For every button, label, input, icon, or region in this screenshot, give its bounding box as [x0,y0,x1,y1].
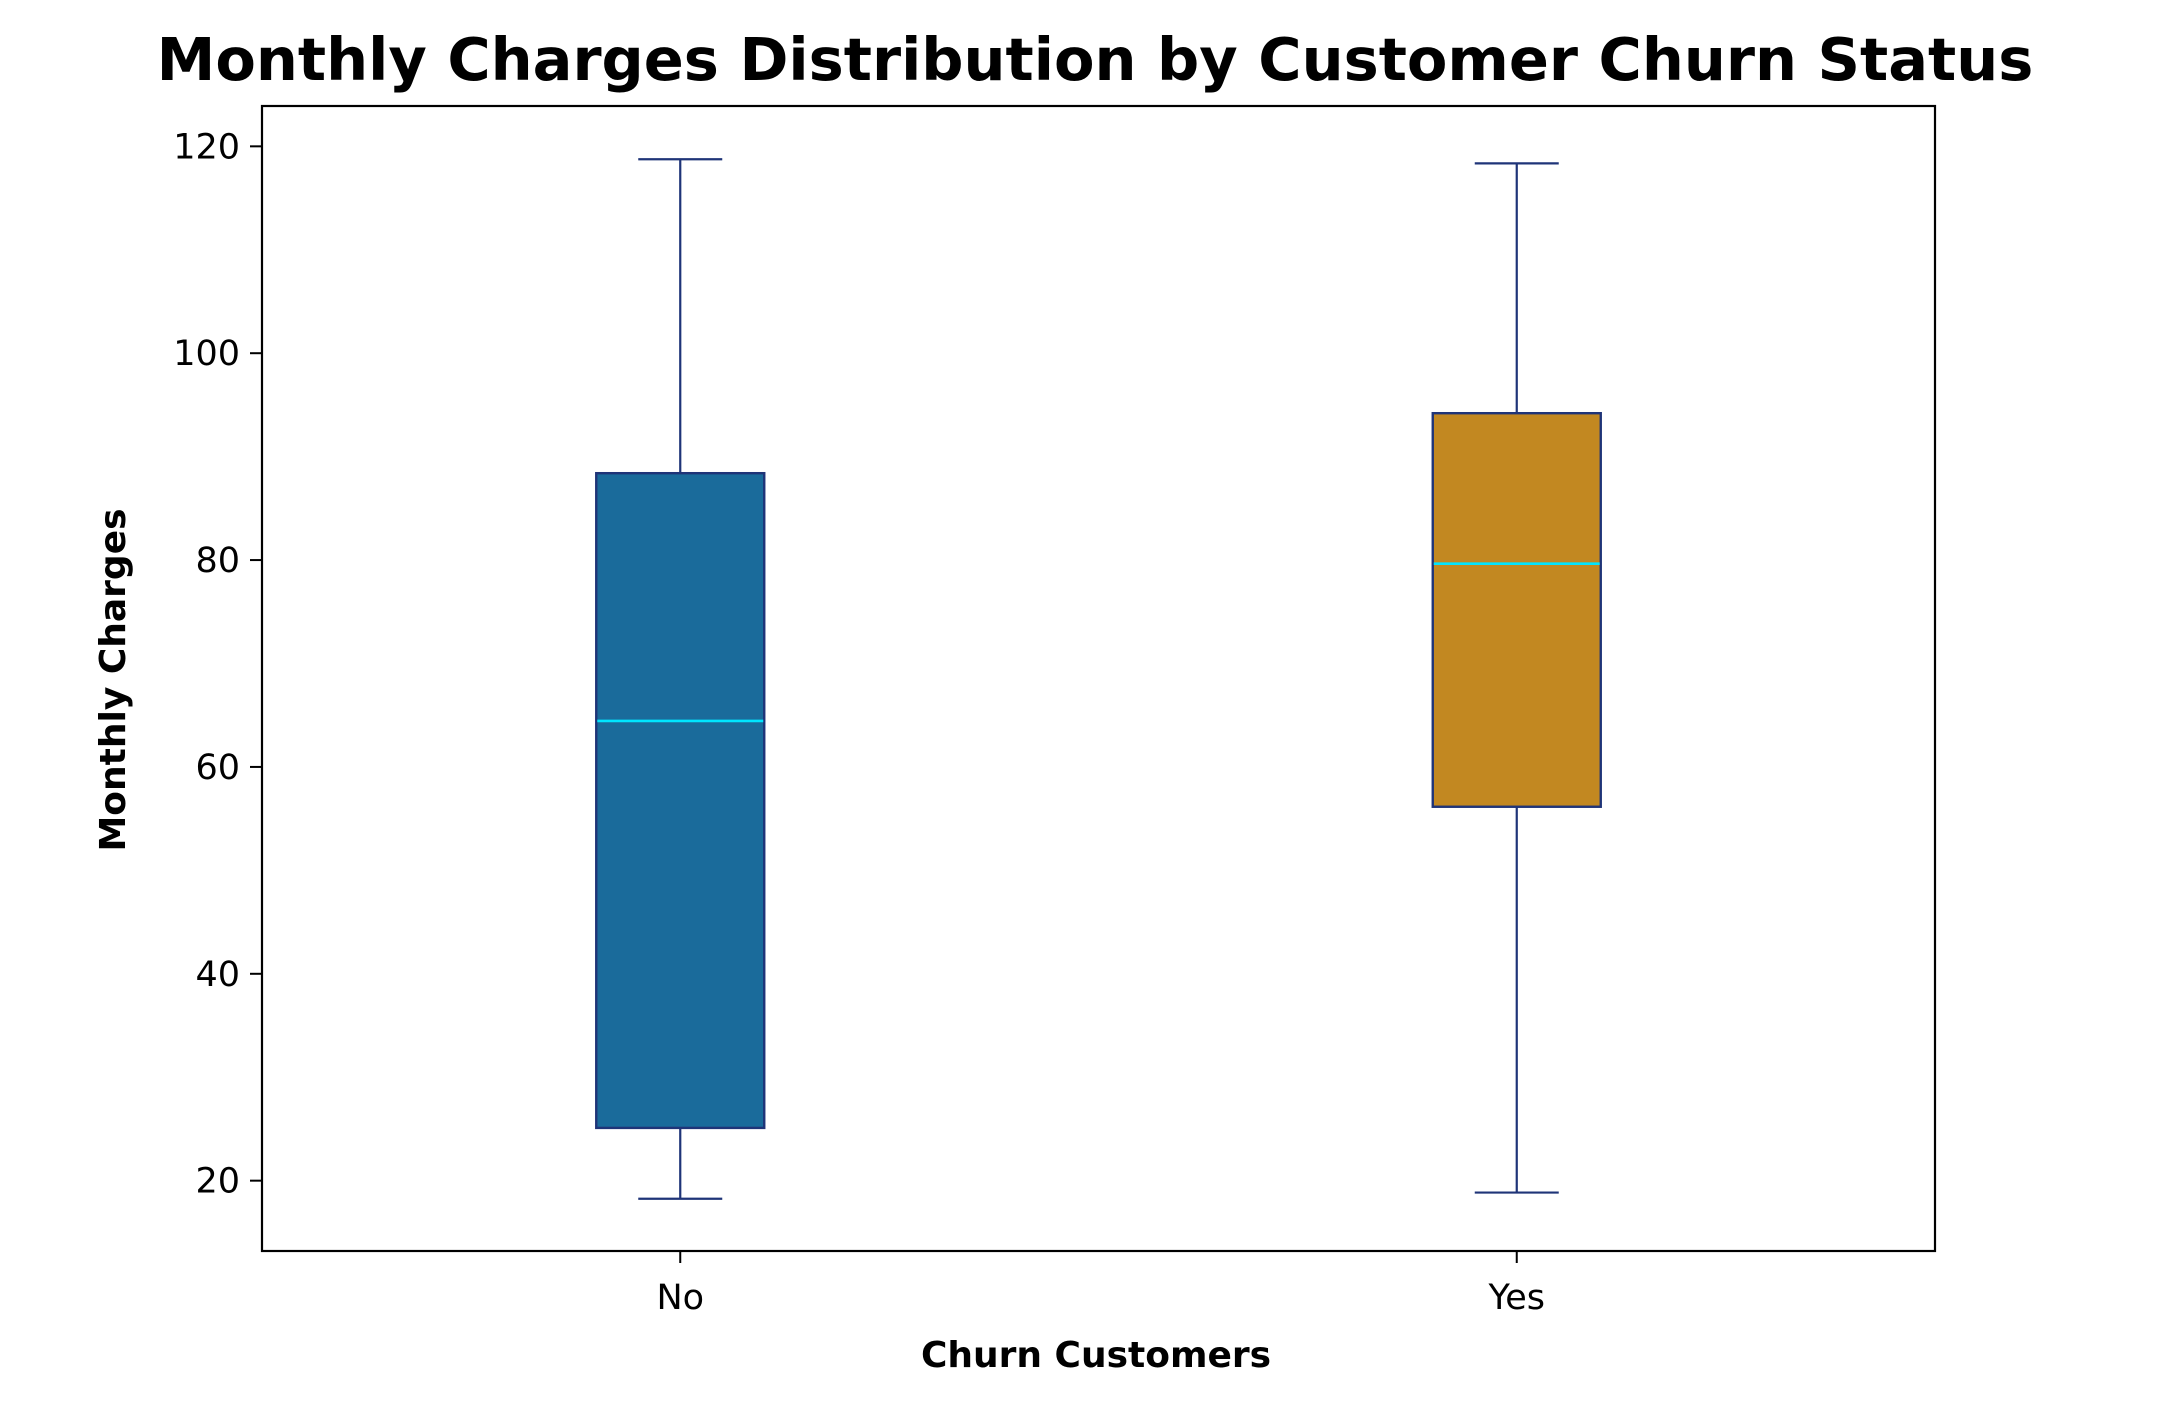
x-tick-label-yes: Yes [1488,1278,1546,1318]
box-yes [1431,411,1602,808]
y-tick-label-80: 80 [195,541,240,581]
y-axis-label: Monthly Charges [93,508,134,851]
y-tick-label-60: 60 [195,748,240,788]
x-tick-label-no: No [656,1278,704,1318]
chart-title: Monthly Charges Distribution by Customer… [157,25,2034,94]
box-no [595,471,766,1130]
plot-area: 20 40 60 80 100 120 No Yes [173,104,1937,1318]
axes-frame [260,104,1937,1253]
y-tick-label-40: 40 [195,955,240,995]
y-tick-label-20: 20 [195,1162,240,1202]
y-tick-label-100: 100 [173,334,240,374]
x-axis-label: Churn Customers [921,1335,1271,1376]
y-tick-label-120: 120 [173,127,240,167]
